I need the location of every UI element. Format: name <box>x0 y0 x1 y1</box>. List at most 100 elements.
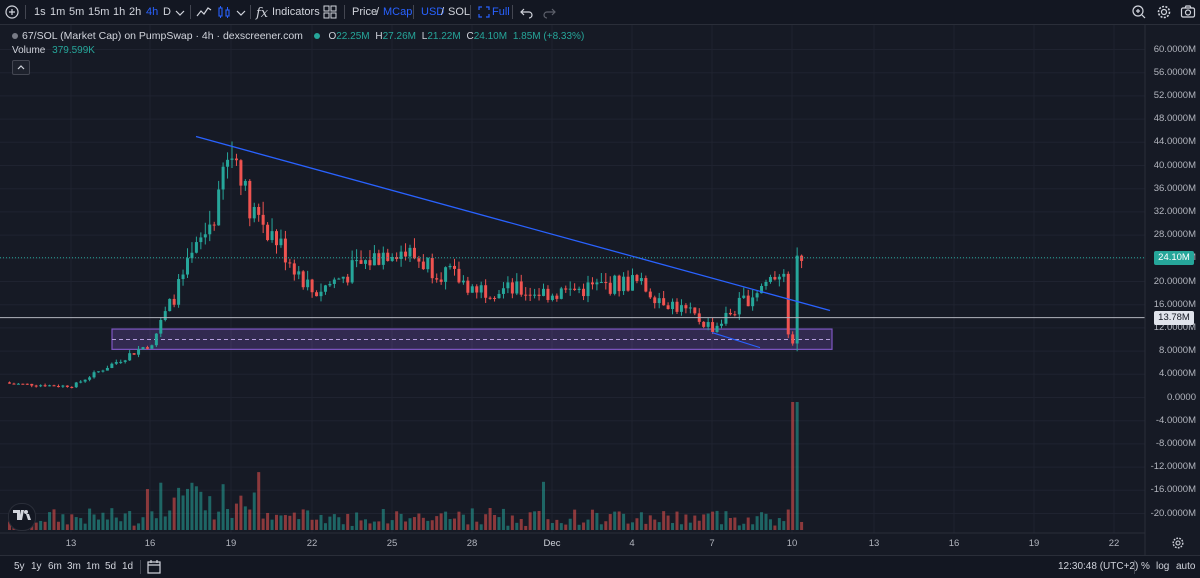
interval-15m[interactable]: 15m <box>88 6 110 18</box>
candle-body <box>288 262 292 264</box>
volume-bar <box>657 522 661 530</box>
candle-body <box>21 383 25 385</box>
chevron-down-icon[interactable] <box>233 5 249 21</box>
volume-bar <box>34 522 38 530</box>
candles-chart-type-icon[interactable] <box>216 4 232 20</box>
volume-label[interactable]: Volume <box>12 45 46 56</box>
candle-body <box>350 260 354 283</box>
divider <box>344 5 345 19</box>
price-axis-label: 56.0000M <box>1153 66 1196 78</box>
volume-bar <box>497 517 501 530</box>
interval-2h[interactable]: 2h <box>129 6 142 18</box>
range-5d[interactable]: 5d <box>105 561 117 572</box>
candle-body <box>297 271 301 275</box>
interval-d[interactable]: D <box>163 6 171 18</box>
sol-toggle[interactable]: SOL <box>448 6 471 18</box>
volume-bar <box>617 511 621 530</box>
symbol-title[interactable]: 67/SOL (Market Cap) on PumpSwap · 4h · d… <box>22 30 303 42</box>
candle-body <box>800 255 804 261</box>
usd-toggle[interactable]: USD <box>421 6 445 18</box>
candle-body <box>421 261 425 270</box>
volume-bar <box>461 514 465 530</box>
price-axis-label: 16.0000M <box>1153 298 1196 310</box>
undo-icon[interactable] <box>519 4 535 20</box>
interval-5m[interactable]: 5m <box>69 6 85 18</box>
price-axis-label: 60.0000M <box>1153 43 1196 55</box>
range-1m[interactable]: 1m <box>86 561 100 572</box>
short-trendline[interactable] <box>711 332 761 349</box>
price-toggle[interactable]: Price <box>352 6 378 18</box>
interval-1m[interactable]: 1m <box>50 6 66 18</box>
fullscreen-icon[interactable] <box>476 4 492 20</box>
ohlc-l-value: 21.22M <box>427 31 461 42</box>
range-5y[interactable]: 5y <box>14 561 25 572</box>
candle-body <box>145 347 149 349</box>
candle-body <box>751 297 755 307</box>
camera-icon[interactable] <box>1180 4 1196 20</box>
interval-1h[interactable]: 1h <box>113 6 126 18</box>
range-3m[interactable]: 3m <box>67 561 81 572</box>
drawn-lines[interactable] <box>0 135 1145 349</box>
add-symbol-icon[interactable] <box>4 4 20 20</box>
volume-bar <box>119 521 123 530</box>
ohlc-o-value: 22.25M <box>336 31 370 42</box>
go-to-date-icon[interactable] <box>146 559 162 575</box>
volume-bar <box>288 515 292 530</box>
candle-body <box>675 301 679 312</box>
candle-body <box>408 247 412 257</box>
volume-bar <box>283 515 287 530</box>
axis-settings-icon[interactable] <box>1171 536 1185 550</box>
ohlc-h-value: 27.26M <box>382 31 416 42</box>
price-axis-label: 52.0000M <box>1153 89 1196 101</box>
candle-body <box>546 288 550 300</box>
indicators-icon[interactable]: fx <box>254 4 270 20</box>
volume-bar <box>194 486 198 530</box>
line-chart-type-icon[interactable] <box>196 4 212 20</box>
candle-body <box>484 285 488 298</box>
range-1d[interactable]: 1d <box>122 561 134 572</box>
candle-body <box>519 281 523 295</box>
price-axis-label: 28.0000M <box>1153 229 1196 241</box>
candle-body <box>412 247 416 259</box>
chevron-down-icon[interactable] <box>172 5 188 21</box>
price-chart[interactable] <box>0 25 1200 577</box>
descending-trendline[interactable] <box>195 135 831 312</box>
range-6m[interactable]: 6m <box>48 561 62 572</box>
mcap-toggle[interactable]: MCap <box>383 6 413 18</box>
support-zone[interactable] <box>111 328 833 350</box>
interval-4h[interactable]: 4h <box>146 6 159 18</box>
volume-bar <box>128 511 132 530</box>
volume-bar <box>346 513 350 530</box>
auto-scale-toggle[interactable]: auto <box>1176 561 1196 572</box>
candle-body <box>12 383 16 385</box>
indicators-button[interactable]: Indicators <box>272 6 320 18</box>
log-scale-toggle[interactable]: log <box>1156 561 1170 572</box>
divider <box>1134 560 1135 574</box>
time-axis-label: 28 <box>466 538 478 549</box>
candle-body <box>346 276 350 283</box>
volume-bar <box>386 523 390 530</box>
percent-scale-toggle[interactable]: % <box>1141 561 1150 572</box>
range-1y[interactable]: 1y <box>31 561 42 572</box>
candle-body <box>533 294 537 296</box>
volume-bar <box>639 512 643 530</box>
volume-bar <box>355 512 359 530</box>
volume-bar <box>773 525 777 530</box>
interval-1s[interactable]: 1s <box>34 6 46 18</box>
full-button[interactable]: Full <box>492 6 510 18</box>
candle-body <box>234 158 238 161</box>
tradingview-logo[interactable] <box>8 503 36 531</box>
collapse-legend-button[interactable] <box>12 60 30 75</box>
volume-bar <box>141 517 145 530</box>
candle-body <box>315 292 319 297</box>
quick-search-icon[interactable] <box>1131 4 1147 20</box>
redo-icon[interactable] <box>541 4 557 20</box>
templates-grid-icon[interactable] <box>322 4 338 20</box>
candle-body <box>631 275 634 291</box>
volume-bar <box>332 514 336 530</box>
volume-bar <box>359 520 363 530</box>
clock-timezone[interactable]: 12:30:48 (UTC+2) <box>1058 561 1139 572</box>
gear-icon[interactable] <box>1156 4 1172 20</box>
candle-body <box>257 206 261 215</box>
price-axis-label: 20.0000M <box>1153 275 1196 287</box>
